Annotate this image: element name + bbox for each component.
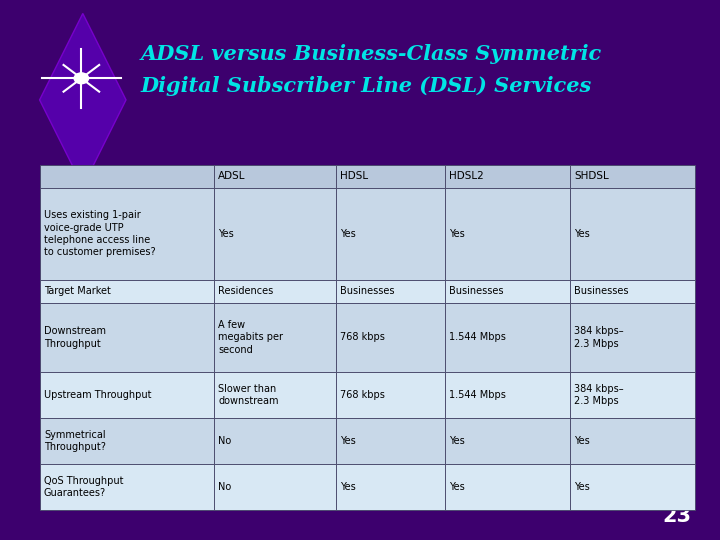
Text: HDSL2: HDSL2: [449, 171, 484, 181]
Text: Yes: Yes: [341, 482, 356, 492]
Text: Yes: Yes: [449, 229, 464, 239]
Text: Yes: Yes: [341, 229, 356, 239]
Text: QoS Throughput
Guarantees?: QoS Throughput Guarantees?: [44, 476, 123, 498]
Text: ADSL: ADSL: [218, 171, 246, 181]
Text: Target Market: Target Market: [44, 286, 111, 296]
Text: Yes: Yes: [218, 229, 234, 239]
Text: Slower than
downstream: Slower than downstream: [218, 384, 279, 406]
Text: Downstream
Throughput: Downstream Throughput: [44, 326, 106, 349]
Text: Symmetrical
Throughput?: Symmetrical Throughput?: [44, 430, 106, 453]
Text: Yes: Yes: [341, 436, 356, 446]
Text: Upstream Throughput: Upstream Throughput: [44, 390, 151, 400]
Text: 1.544 Mbps: 1.544 Mbps: [449, 390, 505, 400]
Text: 768 kbps: 768 kbps: [341, 333, 385, 342]
Text: Yes: Yes: [574, 436, 590, 446]
Text: Businesses: Businesses: [449, 286, 503, 296]
Text: Yes: Yes: [574, 482, 590, 492]
Text: Uses existing 1-pair
voice-grade UTP
telephone access line
to customer premises?: Uses existing 1-pair voice-grade UTP tel…: [44, 210, 156, 258]
Text: Residences: Residences: [218, 286, 274, 296]
Text: 384 kbps–
2.3 Mbps: 384 kbps– 2.3 Mbps: [574, 326, 624, 349]
Text: 768 kbps: 768 kbps: [341, 390, 385, 400]
Text: No: No: [218, 482, 232, 492]
Text: Yes: Yes: [574, 229, 590, 239]
Text: A few
megabits per
second: A few megabits per second: [218, 320, 284, 355]
Text: Businesses: Businesses: [341, 286, 395, 296]
Text: 1.544 Mbps: 1.544 Mbps: [449, 333, 505, 342]
Text: Digital Subscriber Line (DSL) Services: Digital Subscriber Line (DSL) Services: [140, 76, 592, 97]
Text: Businesses: Businesses: [574, 286, 629, 296]
Text: 23: 23: [662, 507, 691, 526]
Text: No: No: [218, 436, 232, 446]
Text: 384 kbps–
2.3 Mbps: 384 kbps– 2.3 Mbps: [574, 384, 624, 406]
Text: HDSL: HDSL: [341, 171, 369, 181]
Text: Yes: Yes: [449, 482, 464, 492]
Text: Yes: Yes: [449, 436, 464, 446]
Text: ADSL versus Business-Class Symmetric: ADSL versus Business-Class Symmetric: [140, 44, 602, 64]
Text: SHDSL: SHDSL: [574, 171, 608, 181]
